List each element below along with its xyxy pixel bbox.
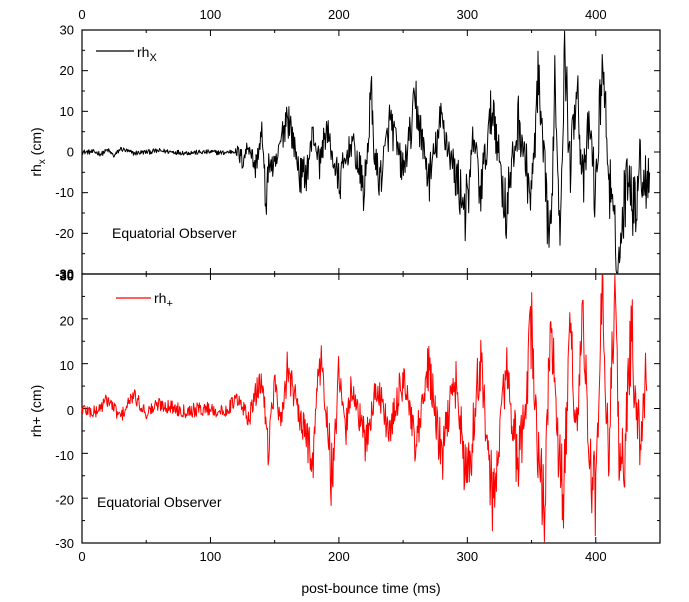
top-ytick-label: 30 bbox=[60, 23, 74, 38]
top-xtick-label: 400 bbox=[585, 7, 607, 22]
bottom-ytick-label: -20 bbox=[55, 493, 74, 508]
top-panel: 0 100 200 300 400 30 20 10 0 -10 -20 -30… bbox=[28, 7, 661, 282]
top-series-line bbox=[81, 30, 651, 274]
top-ytick-label: -30 bbox=[55, 267, 74, 282]
top-ytick-label: 10 bbox=[60, 104, 74, 119]
bottom-ytick-label: 10 bbox=[60, 358, 74, 373]
bottom-ytick-label: -30 bbox=[55, 536, 74, 551]
top-axis-ticks bbox=[81, 29, 660, 275]
top-y-axis-label: rhx (cm) bbox=[28, 127, 48, 176]
bottom-xtick-label: 0 bbox=[78, 549, 85, 564]
bottom-ytick-label: -10 bbox=[55, 448, 74, 463]
bottom-xtick-label: 300 bbox=[456, 549, 478, 564]
top-xtick-label: 300 bbox=[456, 7, 478, 22]
bottom-series-line bbox=[81, 274, 648, 543]
top-ytick-label: 0 bbox=[67, 145, 74, 160]
top-legend-label: rhX bbox=[137, 44, 157, 64]
bottom-annotation: Equatorial Observer bbox=[97, 494, 222, 510]
top-ytick-label: 20 bbox=[60, 63, 74, 78]
top-xtick-label: 200 bbox=[328, 7, 350, 22]
bottom-panel: 0 100 200 300 400 30 20 10 0 -10 -20 -30… bbox=[28, 269, 661, 596]
bottom-ytick-label: 20 bbox=[60, 313, 74, 328]
top-xtick-label: 0 bbox=[78, 7, 85, 22]
bottom-legend-label: rh+ bbox=[154, 290, 173, 310]
bottom-series-group bbox=[81, 274, 648, 543]
bottom-ytick-label: 0 bbox=[67, 403, 74, 418]
top-ytick-label: -20 bbox=[55, 226, 74, 241]
x-axis-label: post-bounce time (ms) bbox=[301, 580, 440, 596]
bottom-axis-ticks bbox=[81, 273, 660, 544]
top-ytick-label: -10 bbox=[55, 185, 74, 200]
top-annotation: Equatorial Observer bbox=[112, 225, 237, 241]
bottom-ytick-label: 30 bbox=[60, 269, 74, 284]
bottom-y-axis-label: rh+ (cm) bbox=[28, 385, 44, 438]
top-series-group bbox=[81, 30, 651, 274]
bottom-xtick-label: 200 bbox=[328, 549, 350, 564]
bottom-xtick-label: 100 bbox=[200, 549, 222, 564]
top-xtick-label: 100 bbox=[200, 7, 222, 22]
bottom-xtick-label: 400 bbox=[585, 549, 607, 564]
